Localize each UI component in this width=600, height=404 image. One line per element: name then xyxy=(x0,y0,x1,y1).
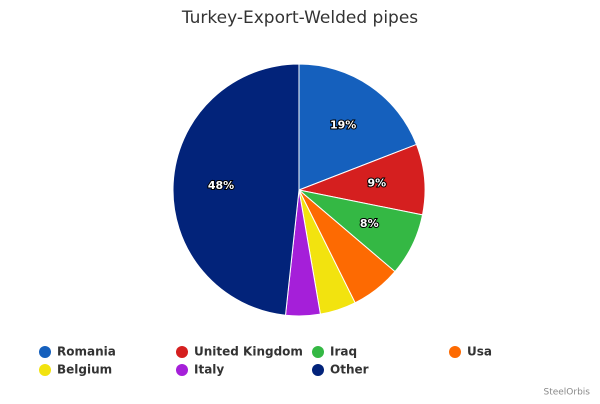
legend-marker xyxy=(39,346,51,358)
legend-marker xyxy=(449,346,461,358)
credit: SteelOrbis xyxy=(543,388,590,398)
legend-label: Usa xyxy=(467,345,492,359)
legend-marker xyxy=(312,346,324,358)
legend-marker xyxy=(312,364,324,376)
legend-label: Italy xyxy=(194,363,224,377)
data-label: 19% xyxy=(330,119,356,132)
legend-marker xyxy=(176,346,188,358)
pie-slice xyxy=(172,63,300,316)
data-label: 8% xyxy=(360,217,379,230)
legend-label: Iraq xyxy=(330,345,357,359)
pie-slice xyxy=(298,63,418,191)
legend-label: Belgium xyxy=(57,363,112,377)
legend-marker xyxy=(39,364,51,376)
chart-title: Turkey-Export-Welded pipes xyxy=(181,8,418,28)
data-label: 48% xyxy=(208,179,234,192)
legend-label: United Kingdom xyxy=(194,345,303,359)
legend-label: Romania xyxy=(57,345,116,359)
legend-marker xyxy=(176,364,188,376)
legend-label: Other xyxy=(330,363,369,377)
data-label: 9% xyxy=(367,176,386,189)
